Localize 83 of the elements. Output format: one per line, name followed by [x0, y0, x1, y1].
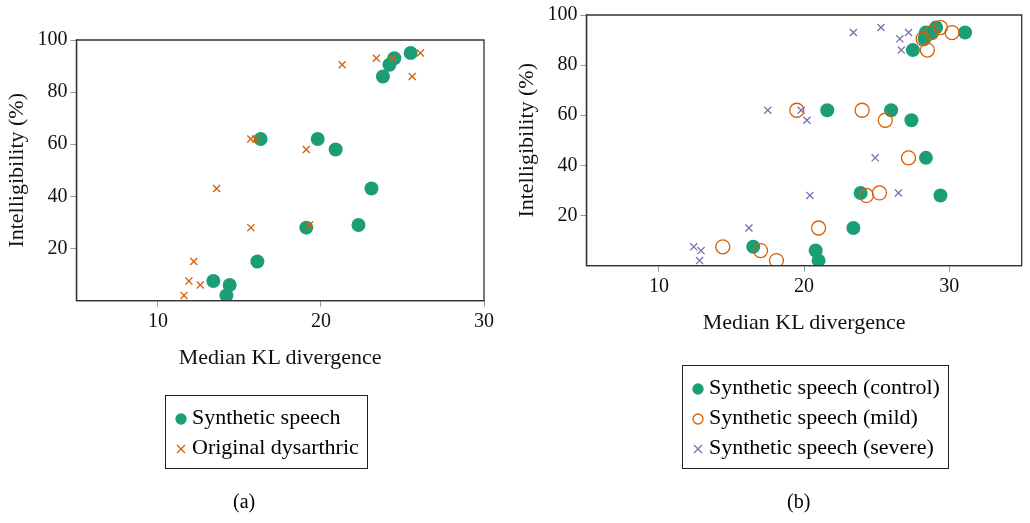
point — [904, 113, 919, 128]
point — [179, 291, 189, 300]
point — [811, 253, 826, 266]
point — [250, 254, 265, 269]
y-tick-label: 100 — [547, 2, 578, 25]
point — [196, 280, 205, 290]
legend-label: Synthetic speech (severe) — [709, 434, 934, 459]
x-tick-label: 30 — [939, 273, 960, 296]
text: (b) — [787, 490, 811, 513]
point — [849, 28, 858, 37]
point — [328, 142, 343, 157]
x-tick-label: 30 — [474, 308, 494, 331]
point — [871, 185, 888, 201]
point — [189, 257, 198, 266]
point — [858, 187, 875, 204]
point — [918, 150, 933, 165]
x-tick-label: 20 — [794, 273, 815, 296]
point — [802, 116, 812, 125]
point — [877, 112, 893, 128]
legend-label: Synthetic speech (mild) — [709, 404, 918, 429]
y-tick-label: 40 — [47, 183, 68, 206]
y-axis-title: Intelligibility (%) — [2, 93, 28, 248]
point — [246, 134, 256, 144]
x-tick-label: 10 — [147, 308, 168, 331]
point — [246, 223, 256, 232]
y-axis-title: Intelligibility (%) — [512, 63, 538, 218]
point — [933, 188, 948, 203]
y-tick-label: 20 — [47, 235, 68, 258]
point — [897, 45, 906, 55]
point — [375, 69, 390, 84]
y-tick-label: 20 — [557, 202, 578, 225]
point — [302, 145, 311, 154]
point — [768, 252, 785, 266]
y-tick-label: 100 — [37, 27, 68, 50]
text: (a) — [233, 490, 256, 513]
y-tick-label: 40 — [557, 152, 578, 175]
point — [895, 34, 904, 43]
point — [337, 60, 347, 69]
point — [900, 150, 917, 166]
point — [219, 288, 234, 301]
point — [408, 72, 417, 81]
point — [206, 274, 221, 289]
point — [763, 106, 772, 115]
point — [944, 24, 960, 41]
point — [184, 276, 194, 286]
point — [905, 43, 920, 58]
point — [894, 188, 903, 198]
point — [919, 42, 936, 58]
legend-label: Original dysarthric — [192, 434, 359, 459]
y-tick-label: 60 — [557, 102, 578, 125]
point — [212, 184, 221, 193]
legend-label: Synthetic speech (control) — [709, 374, 940, 399]
point — [805, 191, 815, 200]
point — [416, 48, 425, 58]
point — [932, 19, 949, 36]
y-tick-label: 80 — [557, 52, 578, 75]
point — [310, 132, 325, 147]
x-tick-label: 10 — [648, 273, 669, 296]
point — [382, 57, 397, 72]
point — [752, 242, 769, 259]
point — [364, 181, 379, 196]
point — [744, 223, 754, 233]
point — [715, 239, 731, 255]
point — [403, 46, 418, 61]
point — [810, 220, 827, 236]
x-axis-title: Median KL divergence — [178, 343, 382, 369]
point — [372, 54, 381, 63]
point — [689, 242, 698, 251]
y-tick-label: 80 — [47, 79, 68, 102]
y-tick-label: 60 — [47, 131, 68, 154]
point — [351, 218, 366, 233]
x-tick-label: 20 — [310, 308, 331, 331]
point — [958, 25, 973, 40]
point — [789, 102, 805, 118]
point — [854, 102, 870, 118]
point — [846, 221, 861, 236]
legend-label: Synthetic speech — [192, 404, 341, 429]
point — [876, 23, 886, 32]
point — [884, 103, 899, 118]
x-axis-title: Median KL divergence — [702, 308, 906, 334]
point — [820, 103, 835, 118]
point — [904, 28, 913, 37]
point — [870, 153, 880, 163]
